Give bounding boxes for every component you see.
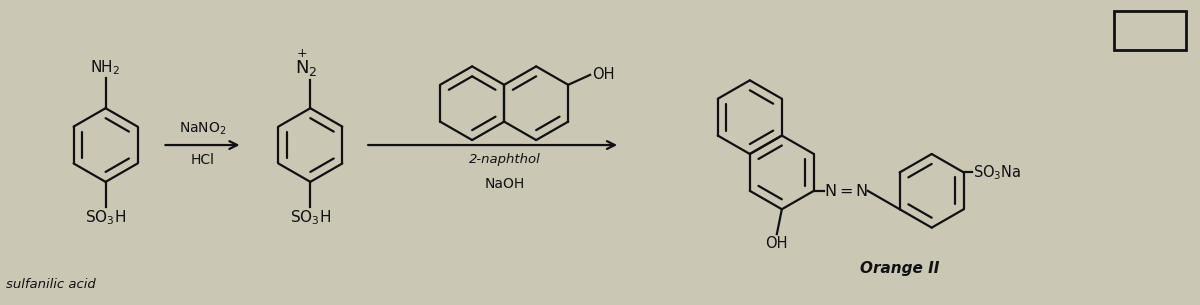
Text: sulfanilic acid: sulfanilic acid [6,278,96,291]
Text: N$=$N: N$=$N [824,183,868,199]
Text: $\overset{+}{\mathrm{N}}_2$: $\overset{+}{\mathrm{N}}_2$ [295,48,318,79]
Text: OH: OH [766,236,788,251]
Text: NaOH: NaOH [485,177,526,191]
Text: SO$_3$H: SO$_3$H [290,209,331,228]
Text: NH$_2$: NH$_2$ [90,59,121,77]
Text: 2-naphthol: 2-naphthol [469,153,541,166]
Text: HCl: HCl [191,153,215,167]
Text: NaNO$_2$: NaNO$_2$ [179,121,227,137]
Text: SO$_3$Na: SO$_3$Na [973,163,1021,182]
Text: SO$_3$H: SO$_3$H [85,209,126,228]
Text: Orange II: Orange II [860,261,940,276]
Text: OH: OH [592,67,614,82]
Bar [1115,11,1187,50]
